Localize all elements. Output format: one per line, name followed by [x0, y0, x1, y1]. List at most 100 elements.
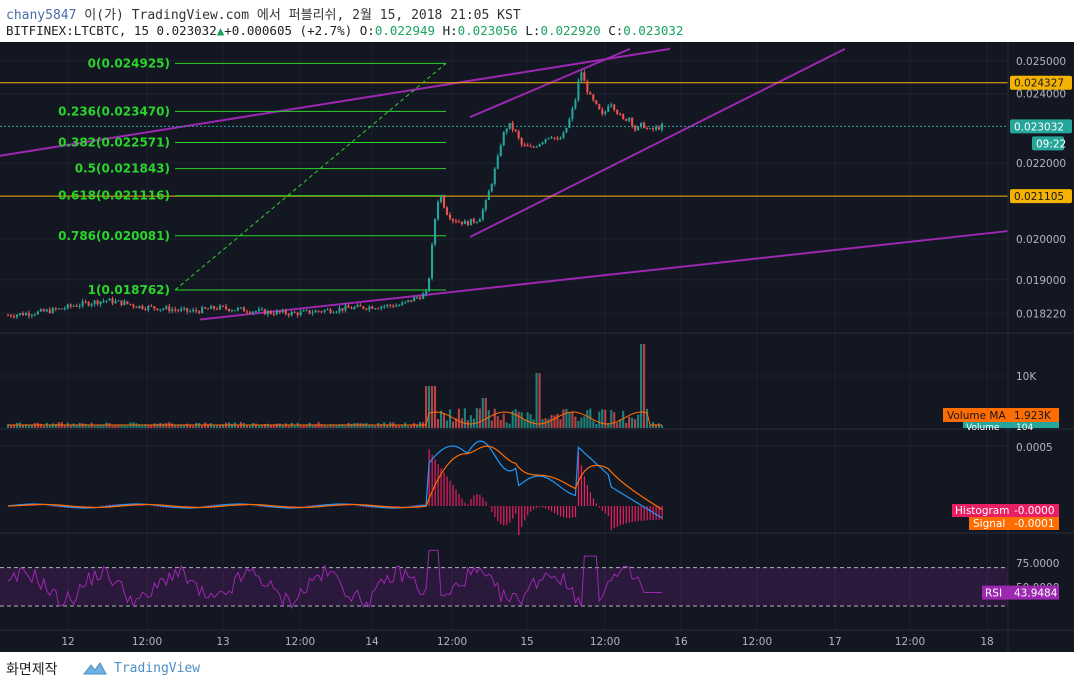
- made-by-label: 화면제작: [6, 662, 58, 678]
- low-value: 0.022920: [540, 23, 601, 38]
- volume-bar: [72, 423, 75, 428]
- price-tick-label: 0.025000: [1016, 56, 1066, 68]
- candle-body: [622, 114, 625, 119]
- volume-value: 104: [1016, 423, 1033, 433]
- histogram-bar: [548, 506, 550, 510]
- volume-bar: [374, 425, 377, 428]
- histogram-bar: [503, 506, 505, 526]
- candle-body: [398, 305, 401, 307]
- histogram-bar: [458, 493, 460, 506]
- candle-body: [308, 310, 311, 314]
- x-tick-label: 16: [674, 636, 688, 648]
- candle-body: [613, 104, 616, 110]
- volume-bar: [517, 411, 520, 428]
- volume-bar: [502, 413, 505, 428]
- volume-bar: [487, 410, 490, 428]
- volume-bar: [634, 419, 637, 428]
- histogram-bar: [524, 506, 526, 521]
- candle-body: [422, 293, 425, 299]
- candle-body: [138, 305, 141, 308]
- volume-bar: [189, 424, 192, 428]
- candle-body: [481, 209, 484, 220]
- candle-body: [230, 310, 234, 312]
- candle-body: [239, 307, 242, 309]
- histogram-bar: [362, 506, 365, 508]
- volume-bar: [138, 424, 141, 428]
- histogram-bar: [315, 504, 317, 506]
- histogram-bar: [416, 504, 418, 506]
- histogram-bar: [431, 454, 433, 506]
- candle-body: [344, 305, 347, 311]
- histogram-bar: [156, 506, 159, 507]
- candle-body: [111, 298, 114, 304]
- volume-bar: [287, 424, 290, 428]
- histogram-bar: [446, 476, 448, 506]
- histogram-bar: [464, 502, 466, 506]
- candle-body: [380, 306, 383, 309]
- trendline[interactable]: [0, 47, 671, 157]
- candle-body: [60, 308, 63, 310]
- x-tick-label: 12:00: [742, 636, 772, 648]
- volume-panel[interactable]: [6, 344, 664, 428]
- fib-level-label: 1(0.018762): [88, 283, 170, 297]
- fib-trend-line: [174, 62, 447, 291]
- volume-bar: [81, 423, 84, 428]
- volume-tick-label: 10K: [1016, 371, 1037, 383]
- candle-body: [490, 183, 493, 192]
- histogram-bar: [88, 506, 90, 507]
- candle-body: [538, 143, 541, 147]
- volume-bar: [210, 423, 213, 428]
- trendline[interactable]: [469, 47, 846, 238]
- volume-bar: [51, 423, 54, 428]
- price-axis-label: 0.023032: [1014, 121, 1064, 133]
- macd-line: [7, 440, 663, 519]
- volume-bar: [27, 424, 30, 428]
- candle-body: [221, 305, 225, 307]
- candle-body: [224, 306, 228, 309]
- histogram-bar: [607, 506, 609, 516]
- histogram-bar: [106, 504, 108, 506]
- volume-bar: [574, 416, 577, 428]
- volume-bar: [386, 424, 389, 428]
- volume-bar: [565, 409, 568, 428]
- volume-bar: [260, 425, 263, 428]
- rsi-panel[interactable]: [0, 549, 1008, 610]
- candle-body: [227, 308, 231, 312]
- candle-body: [90, 303, 93, 306]
- volume-bar: [356, 423, 359, 428]
- candle-body: [323, 310, 326, 312]
- volume-bar: [481, 398, 484, 428]
- candle-body: [508, 122, 511, 129]
- candle-body: [565, 127, 568, 133]
- histogram-bar: [553, 506, 556, 514]
- volume-bar: [162, 423, 165, 428]
- candle-body: [269, 311, 272, 314]
- candle-body: [204, 307, 207, 309]
- volume-bar: [186, 423, 189, 428]
- histogram-bar: [592, 498, 595, 506]
- tradingview-logo[interactable]: TradingView: [82, 660, 200, 676]
- volume-bar: [42, 425, 45, 428]
- histogram-bar: [452, 485, 454, 506]
- candle-body: [631, 117, 634, 126]
- x-tick-label: 13: [216, 636, 229, 648]
- author-link[interactable]: chany5847: [6, 8, 77, 23]
- volume-bar: [646, 408, 649, 428]
- candle-body: [559, 138, 562, 140]
- candle-body: [448, 214, 452, 219]
- volume-bar: [54, 423, 57, 428]
- trendline[interactable]: [199, 230, 1009, 321]
- chart-canvas[interactable]: 0(0.024925) 0.236(0.023470) 0.382(0.022571…: [0, 42, 1074, 652]
- histogram-bar: [628, 506, 630, 523]
- price-panel[interactable]: 0(0.024925) 0.236(0.023470) 0.382(0.022571…: [0, 47, 1009, 321]
- histogram-bar: [619, 506, 621, 526]
- fib-level-label: 0.786(0.020081): [58, 229, 170, 243]
- price-axis-label: 0.021105: [1014, 191, 1064, 203]
- volume-bar: [257, 425, 260, 428]
- candle-body: [105, 300, 108, 302]
- candle-body: [442, 195, 446, 208]
- candle-body: [96, 300, 99, 305]
- macd-panel[interactable]: [7, 440, 663, 536]
- volume-bar: [293, 425, 296, 428]
- histogram-bar: [506, 506, 508, 525]
